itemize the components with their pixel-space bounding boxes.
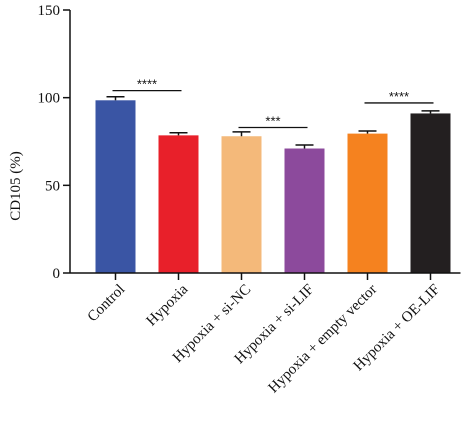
bar-4	[347, 133, 388, 273]
y-tick-label-3: 150	[38, 3, 61, 19]
bar-1	[158, 135, 199, 273]
x-category-label-4: Hypoxia + empty vector	[266, 282, 381, 397]
x-category-label-1: Hypoxia	[143, 281, 191, 329]
y-tick-label-0: 0	[53, 266, 61, 282]
y-tick-label-2: 100	[38, 91, 61, 107]
bar-5	[410, 113, 451, 274]
bar-2	[221, 136, 262, 273]
y-axis-title: CD105 (%)	[8, 151, 24, 221]
significance-label-2: ****	[389, 89, 409, 104]
y-tick-label-1: 50	[45, 178, 60, 194]
bar-0	[95, 100, 136, 274]
significance-group: ***********	[112, 77, 434, 128]
significance-label-0: ****	[137, 77, 157, 92]
significance-label-1: ***	[265, 113, 280, 128]
bar-3	[284, 148, 325, 273]
error-bars-group	[106, 96, 440, 149]
bars-group	[95, 100, 451, 274]
x-category-label-0: Control	[85, 282, 129, 326]
